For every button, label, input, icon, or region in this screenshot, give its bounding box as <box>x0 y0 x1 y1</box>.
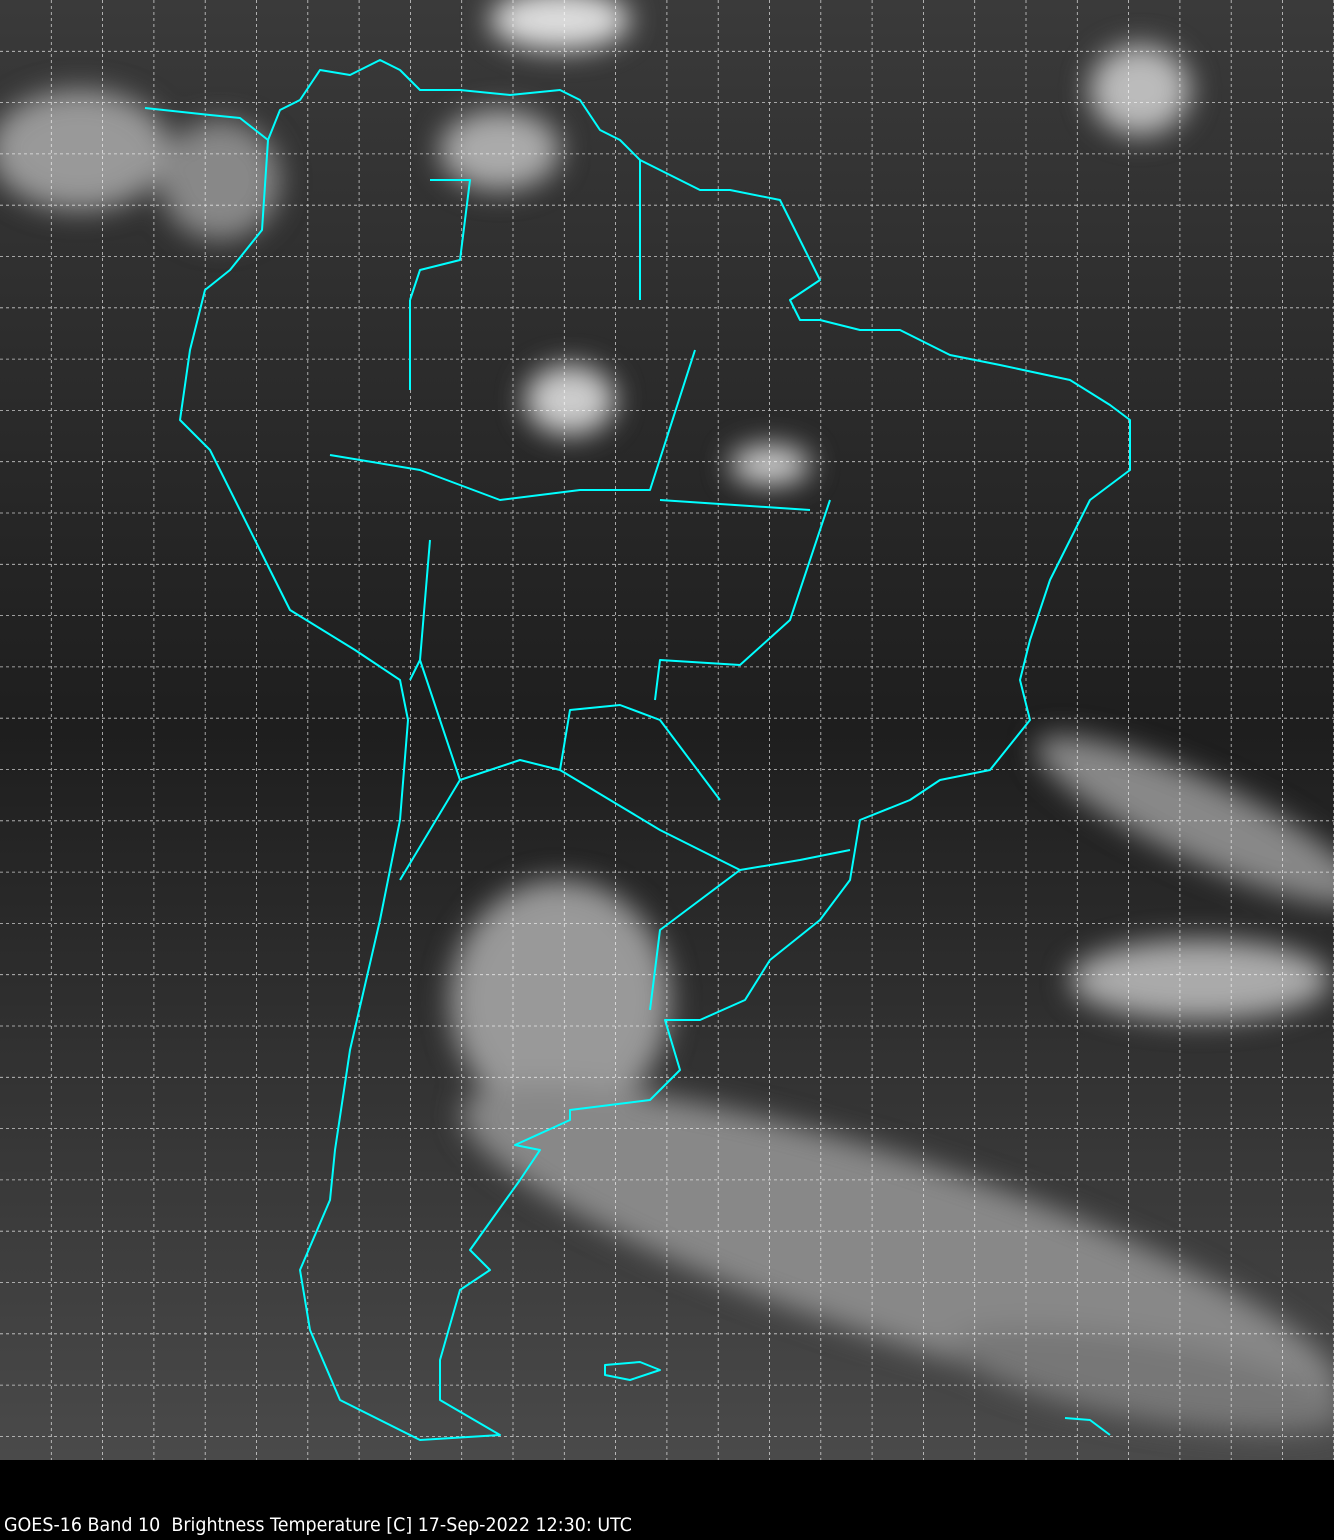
figure-caption: GOES-16 Band 10 Brightness Temperature [… <box>4 1514 633 1536</box>
satellite-image <box>0 0 1334 1460</box>
cloud-features <box>0 0 1334 1433</box>
country-borders <box>329 160 851 1011</box>
coastlines-and-borders <box>144 59 1131 1441</box>
south-georgia <box>1064 1417 1111 1436</box>
lat-lon-grid <box>0 0 1334 1460</box>
falkland-islands <box>604 1361 661 1381</box>
